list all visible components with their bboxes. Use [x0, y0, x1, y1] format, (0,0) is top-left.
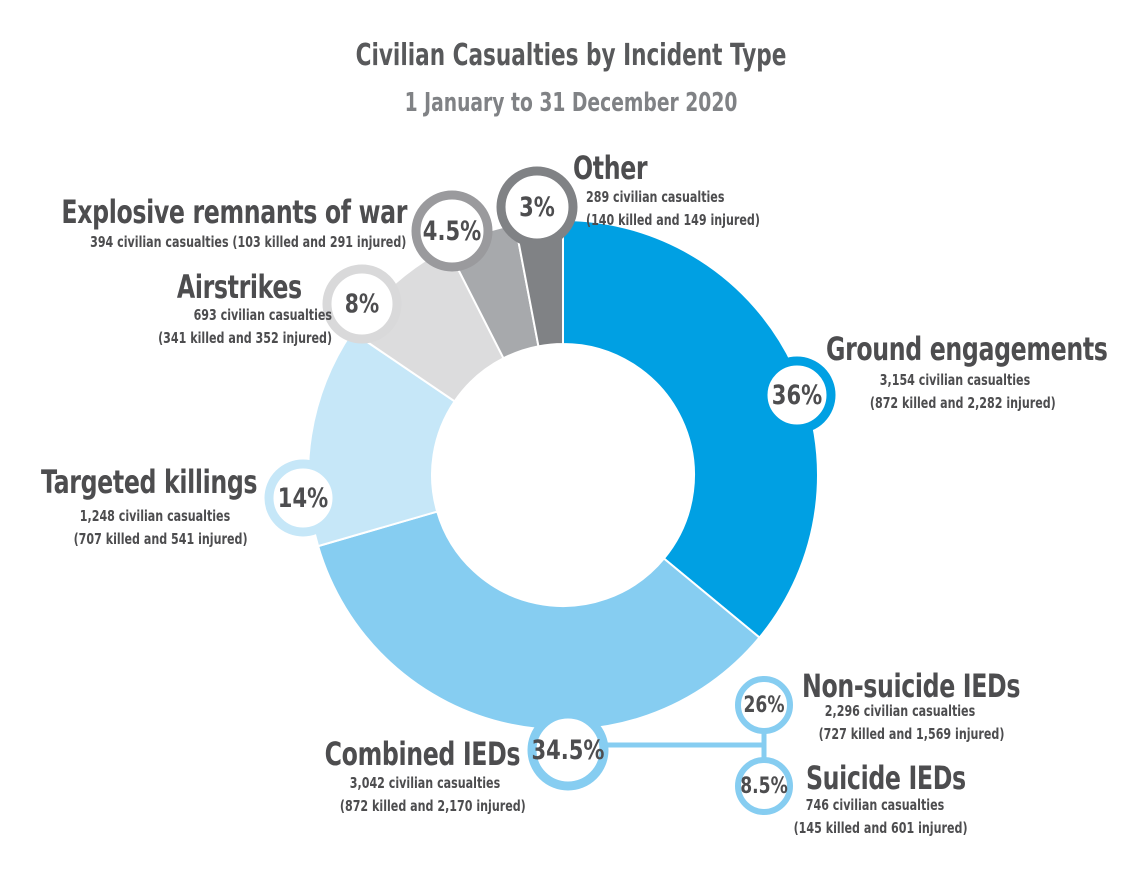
badge-targeted-value: 14% [278, 482, 328, 513]
label-airstrikes-detail: 693 civilian casualties (341 killed and … [158, 306, 332, 348]
label-other: Other [573, 149, 648, 187]
label-combined: Combined IEDs [324, 735, 521, 773]
label-suicide: Suicide IEDs [806, 759, 966, 797]
label-erw: Explosive remnants of war [61, 193, 407, 231]
badge-suicide-value: 8.5% [740, 773, 788, 799]
label-ground-detail: 3,154 civilian casualties (872 killed an… [869, 371, 1056, 413]
label-airstrikes: Airstrikes [177, 268, 302, 306]
badge-nonsuicide-value: 26% [743, 692, 784, 718]
badge-suicide: 8.5% [735, 757, 793, 815]
badge-targeted: 14% [264, 459, 342, 537]
badge-ground-value: 36% [772, 379, 822, 410]
label-combined-detail: 3,042 civilian casualties (872 killed an… [339, 774, 526, 816]
badge-combined-value: 34.5% [531, 734, 604, 765]
ied-connector [604, 731, 767, 760]
label-targeted: Targeted killings [40, 463, 258, 501]
badge-combined: 34.5% [527, 709, 609, 791]
badge-airstrikes-value: 8% [345, 289, 379, 319]
slice-combined [316, 510, 761, 731]
label-erw-detail: 394 civilian casualties (103 killed and … [89, 233, 406, 251]
label-other-detail: 289 civilian casualties (140 killed and … [586, 188, 760, 230]
slice-ground [562, 218, 819, 639]
label-ground: Ground engagements [826, 330, 1108, 368]
label-suicide-detail: 746 civilian casualties (145 killed and … [793, 796, 968, 838]
badge-ground: 36% [758, 356, 836, 434]
label-targeted-detail: 1,248 civilian casualties (707 killed an… [73, 507, 248, 549]
badge-airstrikes: 8% [322, 264, 402, 344]
badge-nonsuicide: 26% [735, 676, 793, 734]
badge-other-value: 3% [519, 191, 555, 222]
badge-erw: 4.5% [411, 190, 493, 272]
chart-title: Civilian Casualties by Incident Type [355, 38, 787, 73]
label-nonsuicide: Non-suicide IEDs [802, 667, 1021, 705]
badge-erw-value: 4.5% [423, 215, 481, 246]
label-nonsuicide-detail: 2,296 civilian casualties (727 killed an… [818, 702, 1005, 744]
chart-subtitle: 1 January to 31 December 2020 [404, 88, 738, 118]
badge-other: 3% [496, 166, 578, 248]
